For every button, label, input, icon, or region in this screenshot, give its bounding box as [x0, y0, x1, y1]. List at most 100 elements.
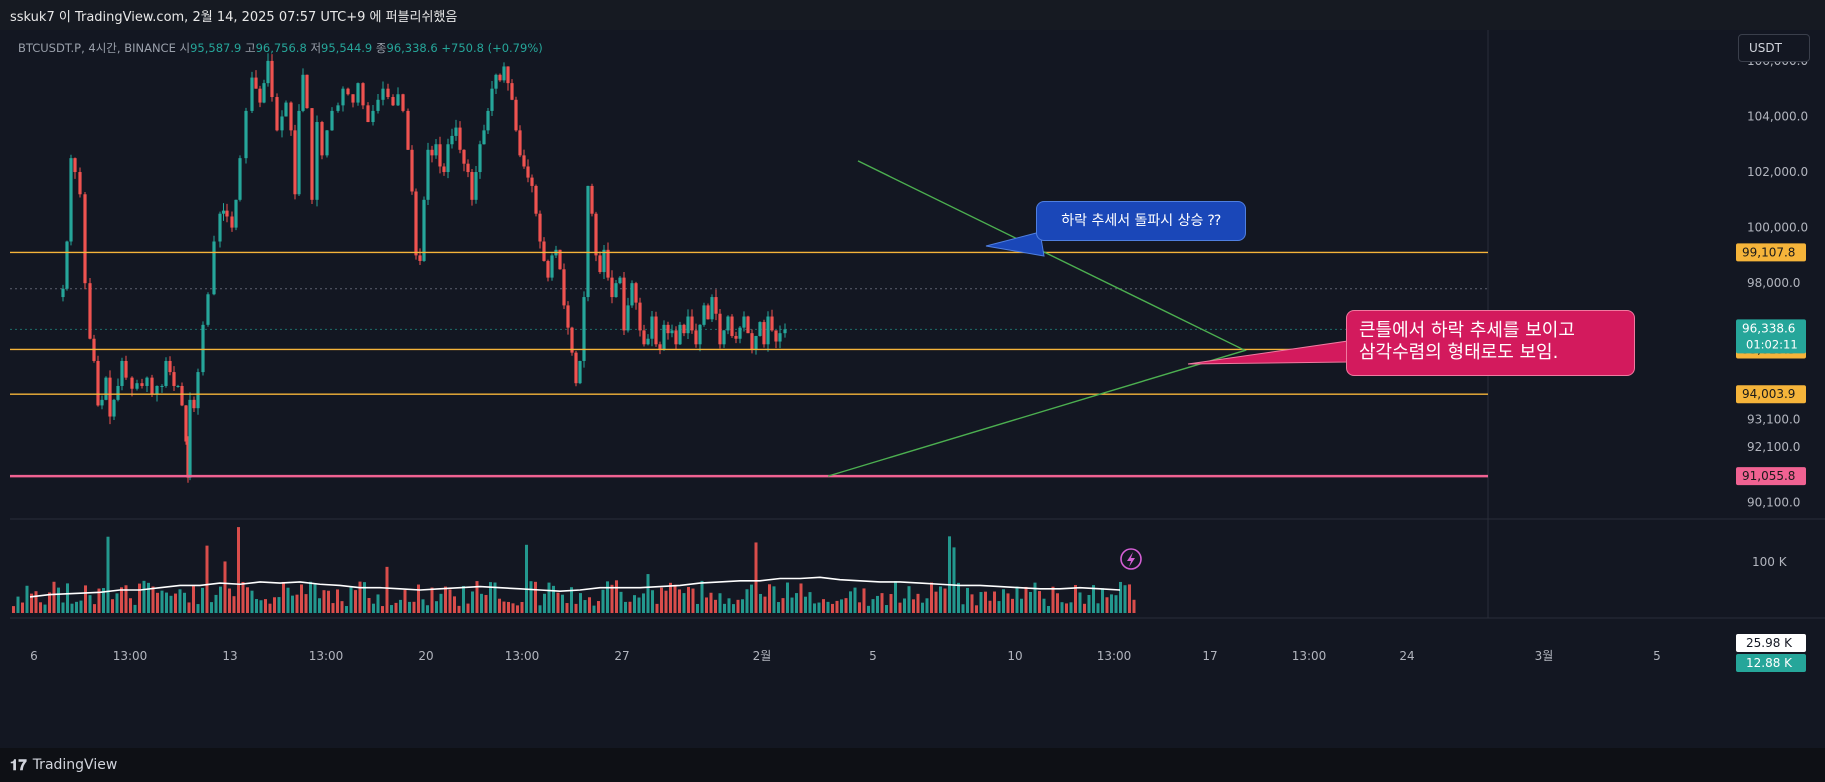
candle-body: [526, 166, 530, 178]
volume-bar: [264, 599, 267, 613]
volume-bar: [385, 566, 389, 613]
candle-body: [618, 277, 622, 284]
candle-body: [706, 305, 710, 320]
volume-bar: [516, 605, 519, 613]
volume-bar: [313, 584, 317, 613]
candle-body: [474, 172, 478, 200]
volume-bar: [1128, 584, 1131, 613]
volume-bar: [151, 586, 155, 613]
candle-body: [634, 283, 638, 303]
candle-body: [710, 297, 714, 320]
volume-bar: [381, 606, 384, 613]
brand[interactable]: 𝟏𝟕 TradingView: [10, 756, 117, 774]
volume-bar: [795, 593, 798, 613]
volume-bar: [646, 574, 650, 613]
legend-high-label: 고: [244, 41, 256, 55]
candle-body: [145, 377, 149, 386]
candle-body: [65, 241, 69, 289]
time-tick-label: 3월: [1535, 649, 1554, 663]
price-axis[interactable]: 106,000.0104,000.0102,000.0100,000.098,0…: [1736, 54, 1808, 672]
volume-bar: [340, 601, 344, 613]
callout-breakout-note[interactable]: 하락 추세서 돌파시 상승 ⁇: [1036, 201, 1246, 241]
volume-bar: [160, 590, 164, 613]
callout-triangle-note[interactable]: 큰틀에서 하락 추세를 보이고 삼각수렴의 형태로도 보임.: [1346, 310, 1635, 376]
volume-bar: [534, 581, 537, 613]
price-level-badge-label: 99,107.8: [1742, 245, 1795, 259]
time-axis[interactable]: 6 13:00 13 13:00 20 13:00 27 2월 5 10 13:00 17 13:00 2…: [30, 649, 1661, 663]
volume-bar: [291, 595, 294, 613]
lightning-icon: [1120, 548, 1142, 570]
candle-body: [438, 144, 442, 167]
candle-body: [351, 94, 355, 103]
callout-line-1: 큰틀에서 하락 추세를 보이고: [1359, 320, 1575, 341]
volume-bar: [300, 584, 303, 613]
volume-bar: [223, 561, 227, 613]
candle-body: [280, 116, 284, 131]
candle-body: [783, 329, 787, 334]
candle-body: [212, 241, 216, 295]
volume-bar: [781, 598, 785, 613]
candle-body: [770, 316, 774, 331]
candle-body: [550, 255, 554, 278]
volume-bar: [507, 601, 510, 613]
currency-button[interactable]: USDT: [1738, 34, 1810, 62]
candle-body: [130, 377, 134, 389]
volume-bar: [835, 600, 839, 613]
volume-bar: [444, 586, 447, 613]
candle-body: [140, 383, 144, 386]
volume-bar: [768, 584, 771, 613]
volume-bar: [808, 592, 812, 613]
candle-body: [626, 305, 630, 331]
volume-bar: [1060, 602, 1064, 613]
volume-bar: [907, 586, 911, 613]
volume-bar: [912, 599, 915, 613]
horizontal-levels[interactable]: [10, 251, 1488, 478]
volume-bar: [628, 601, 632, 613]
volume-bar: [210, 602, 213, 613]
volume-bar: [804, 596, 807, 613]
candle-body: [714, 297, 718, 314]
volume-bar: [1024, 586, 1028, 613]
candle-body: [330, 110, 334, 131]
volume-bar: [354, 590, 357, 613]
volume-bar: [970, 594, 974, 613]
volume-bar: [183, 592, 186, 613]
volume-bar: [34, 591, 38, 613]
volume-bar: [187, 602, 191, 613]
volume-bar: [894, 581, 897, 613]
volume-bar: [286, 587, 290, 613]
candle-body: [698, 324, 702, 345]
volume-bar: [592, 605, 596, 613]
volume-bar: [70, 603, 74, 613]
volume-bar: [1056, 593, 1059, 613]
volume-bar: [561, 594, 564, 613]
candle-body: [401, 94, 405, 111]
candle-body: [642, 330, 646, 345]
triangle-pattern[interactable]: [827, 160, 1349, 477]
volume-last-badge: [1736, 654, 1806, 672]
volume-bar: [327, 590, 330, 613]
volume-bar: [574, 603, 578, 613]
price-tick-label: 104,000.0: [1747, 109, 1808, 123]
volume-bar: [282, 581, 285, 613]
candle-body: [112, 399, 116, 417]
candle-body: [434, 144, 438, 156]
chart-grid: [0, 30, 1825, 748]
time-tick-label: 13: [222, 649, 237, 663]
volume-bar: [867, 605, 870, 613]
chart-canvas[interactable]: 106,000.0104,000.0102,000.0100,000.098,0…: [0, 30, 1825, 748]
volume-bar: [565, 603, 569, 613]
volume-bar: [48, 592, 51, 613]
candle-body: [206, 294, 210, 325]
candle-body: [542, 241, 546, 261]
volume-bar: [147, 582, 150, 613]
time-tick-label: 13:00: [1097, 649, 1132, 663]
volume-bar: [39, 602, 42, 613]
candle-body: [366, 105, 370, 123]
legend-high: 96,756.8: [255, 41, 307, 55]
volume-bar: [750, 584, 753, 613]
legend-low-label: 저: [310, 41, 322, 55]
volume-bar: [880, 593, 884, 613]
candle-body: [297, 110, 301, 195]
price-level-badge-label: 94,003.9: [1742, 387, 1795, 401]
